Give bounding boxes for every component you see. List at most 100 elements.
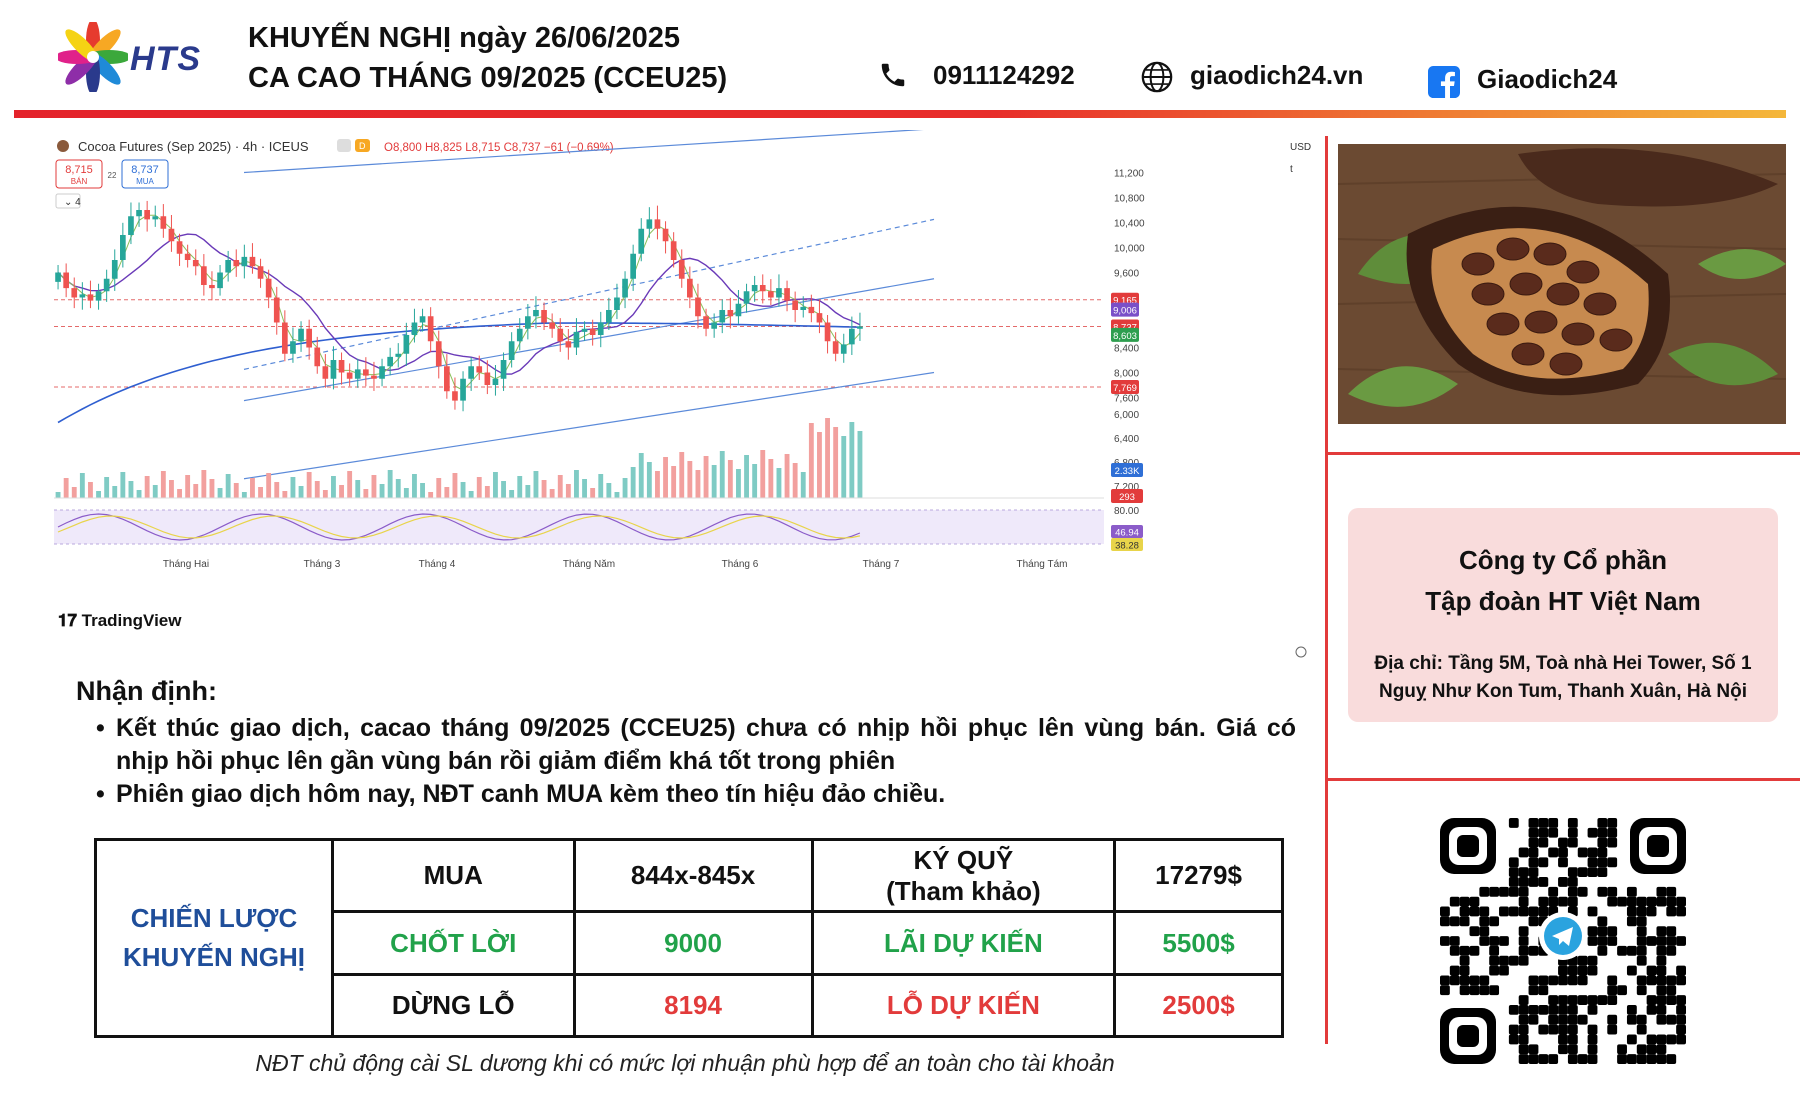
ohlc-change: −61 (−0.69%) <box>544 142 614 154</box>
section-divider <box>1325 452 1800 455</box>
qr-module <box>1508 857 1519 868</box>
qr-module <box>1538 877 1549 887</box>
price-tick-label: 6,000 <box>1114 410 1139 421</box>
qr-module <box>1587 1054 1598 1064</box>
qr-module <box>1469 975 1480 986</box>
qr-module <box>1636 916 1647 927</box>
qr-module <box>1646 896 1657 907</box>
indicators-collapse-button[interactable] <box>55 193 81 209</box>
currency-selector[interactable]: USD <box>1290 142 1311 153</box>
qr-module <box>1548 995 1559 1005</box>
qr-module <box>1587 965 1598 976</box>
qr-module <box>1587 1044 1598 1055</box>
settings-gear-icon[interactable] <box>1295 646 1307 658</box>
candle-body <box>687 278 693 298</box>
qr-module <box>1548 818 1559 828</box>
candle-body <box>573 331 580 348</box>
qr-module <box>1469 906 1480 917</box>
volume-bar <box>557 475 563 498</box>
qr-module <box>1459 965 1470 976</box>
qr-module <box>1656 926 1667 937</box>
unit-selector[interactable]: t <box>1290 164 1293 175</box>
qr-module <box>1538 985 1549 996</box>
qr-module <box>1528 906 1539 917</box>
candle-body <box>379 366 385 379</box>
assessment-bullet: • Phiên giao dịch hôm nay, NĐT canh MUA … <box>96 778 1296 811</box>
qr-module <box>1676 906 1686 917</box>
qr-module <box>1567 1004 1578 1015</box>
expected-profit-label: LÃI DỰ KIẾN <box>810 910 1117 976</box>
chart-exchange: ICEUS <box>269 139 309 154</box>
cocoa-symbol-icon <box>57 140 69 152</box>
qr-module <box>1489 916 1500 927</box>
candle-body <box>225 260 231 273</box>
candle-body <box>784 288 790 301</box>
candle-body <box>792 300 798 310</box>
volume-bar <box>169 480 174 498</box>
qr-module <box>1636 975 1647 986</box>
volume-bar <box>274 482 280 498</box>
candle-body <box>176 241 183 254</box>
time-tick-label: Tháng Hai <box>163 559 209 570</box>
qr-module <box>1607 936 1618 946</box>
qr-module <box>1676 975 1686 986</box>
candle-body <box>79 294 86 298</box>
svg-text:𝟏𝟕 TradingView: 𝟏𝟕 TradingView <box>58 611 182 630</box>
telegram-qr-code[interactable] <box>1440 818 1686 1064</box>
volume-bar <box>493 472 498 498</box>
qr-module <box>1538 837 1549 848</box>
qr-module <box>1656 965 1667 976</box>
qr-module <box>1558 847 1568 858</box>
qr-module <box>1567 837 1578 848</box>
qr-module <box>1518 955 1529 966</box>
footnote: NĐT chủ động cài SL dương khi có mức lợi… <box>255 1050 1115 1076</box>
qr-module <box>1499 886 1509 897</box>
sell-button[interactable] <box>55 159 103 189</box>
candle-body <box>233 260 240 267</box>
qr-module <box>1646 975 1657 986</box>
candle-body <box>460 378 466 401</box>
company-name-line1: Công ty Cổ phần <box>1459 545 1667 575</box>
phone-number[interactable]: 0911124292 <box>933 60 1075 90</box>
take-profit-value: 9000 <box>572 910 814 976</box>
qr-module <box>1636 955 1647 966</box>
tradingview-watermark: TradingView <box>82 611 183 630</box>
volume-bar <box>112 486 118 498</box>
bullet-text: Kết thúc giao dịch, cacao tháng 09/2025 … <box>116 714 1296 775</box>
facebook-link[interactable]: Giaodich24 <box>1477 64 1618 94</box>
oscillator-line <box>57 513 861 541</box>
volume-tag <box>1111 463 1143 477</box>
qr-module <box>1538 827 1549 838</box>
oscillator-pane <box>54 509 1104 545</box>
qr-module <box>1538 896 1549 907</box>
qr-module <box>1567 975 1578 986</box>
qr-module <box>1626 906 1637 917</box>
qr-module <box>1449 975 1460 986</box>
qr-module <box>1440 936 1450 946</box>
qr-module <box>1538 1024 1549 1035</box>
volume-bar <box>185 475 191 498</box>
volume-bar <box>104 477 110 498</box>
qr-module <box>1666 1054 1677 1064</box>
candle-body <box>800 306 807 310</box>
qr-module <box>1597 837 1608 848</box>
volume-bar <box>331 476 336 498</box>
website-link[interactable]: giaodich24.vn <box>1190 60 1364 90</box>
qr-module <box>1617 985 1627 996</box>
qr-module <box>1666 975 1677 986</box>
qr-finder-top-left <box>1440 818 1496 874</box>
volume-bar <box>201 470 207 498</box>
volume-bar <box>258 487 263 498</box>
candle-body <box>363 369 369 376</box>
eye-toggle-icon[interactable] <box>337 139 351 152</box>
price-tick-label: 10,000 <box>1114 244 1145 255</box>
qr-module <box>1636 985 1647 996</box>
qr-module <box>1479 886 1490 897</box>
qr-module <box>1597 867 1608 878</box>
qr-module <box>1548 1024 1559 1035</box>
volume-bar <box>590 488 596 498</box>
section-divider <box>1325 778 1800 781</box>
candle-body <box>735 303 742 317</box>
buy-button[interactable] <box>121 159 169 189</box>
volume-bar <box>379 484 385 498</box>
